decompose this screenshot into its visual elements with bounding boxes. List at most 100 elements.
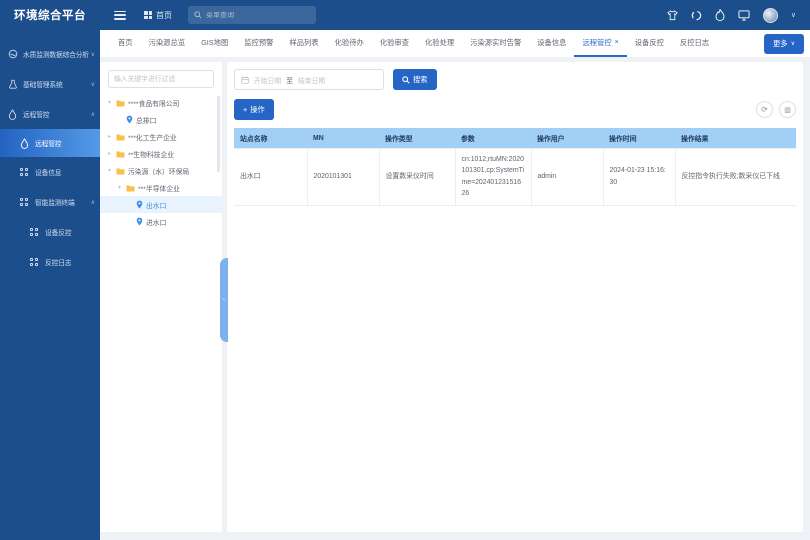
flame-icon[interactable] [715,9,725,21]
operation-log-table: 站点名称 MN 操作类型 参数 操作用户 操作时间 操作结果 出水口 20201… [234,128,796,206]
tree-filter-input[interactable] [108,70,214,88]
folder-icon [126,184,135,192]
tab-remote-control[interactable]: 远程管控 × [574,30,627,57]
remote-control-icon [8,108,19,120]
column-header-site-name[interactable]: 站点名称 [234,128,307,149]
menu-search-box[interactable] [188,6,316,24]
main-content: 开始日期 至 结束日期 搜索 + 操作 ⟳ ▥ 站点名称 [227,62,803,532]
action-toolbar: + 操作 ⟳ ▥ [234,99,796,120]
tab-device-reverse-control[interactable]: 设备反控 [634,37,664,47]
more-tabs-button[interactable]: 更多 ∨ [764,33,804,54]
caret-expanded-icon[interactable]: ▾ [108,100,112,106]
monitor-icon[interactable] [738,9,750,21]
tab-realtime-alarm[interactable]: 污染源实时告警 [470,37,522,47]
smart-terminal-icon [20,198,31,206]
calendar-icon [241,75,249,84]
tree-node-food-company[interactable]: ▾ ****食品有限公司 [108,99,180,108]
tree-node-semiconductor-company[interactable]: ▾ ***半导体企业 [118,184,180,193]
tree-scrollbar[interactable] [217,96,220,172]
filter-toolbar: 开始日期 至 结束日期 搜索 [234,69,796,90]
start-date-input[interactable]: 开始日期 [254,77,282,85]
theme-shirt-icon[interactable] [667,9,678,21]
caret-expanded-icon[interactable]: ▾ [118,185,122,191]
search-icon [402,75,410,84]
sidebar-group-smart-terminal[interactable]: 智能监测终端 ∧ [0,187,100,217]
column-header-operation-time[interactable]: 操作时间 [603,128,675,149]
app-title: 环境综合平台 [14,10,86,22]
table-header-row: 站点名称 MN 操作类型 参数 操作用户 操作时间 操作结果 [234,128,796,149]
tab-lab-review[interactable]: 化验审查 [379,37,409,47]
cell-params: cn:1012,rtuMN:2020101301,cp:SystemTime=2… [454,148,532,206]
user-avatar[interactable] [762,7,778,23]
search-button[interactable]: 搜索 [393,69,437,90]
tree-node-epa-bureau[interactable]: ▾ 污染源（水）环保局 [108,167,190,176]
range-separator: 至 [286,77,293,85]
sidebar-group-remote-control[interactable]: 远程管控 ∧ [0,99,100,129]
water-analysis-icon [8,49,19,59]
cell-site-name: 出水口 [234,148,308,206]
tab-reverse-control-log[interactable]: 反控日志 [679,37,710,47]
column-header-operation-result[interactable]: 操作结果 [675,128,796,149]
tree-node-chemical-company[interactable]: ▸ ***化工生产企业 [108,133,177,142]
sidebar-item-basic-management[interactable]: 基础管理系统 ∨ [0,69,100,99]
cell-operation-user: admin [530,148,604,206]
panel-collapse-handle[interactable]: ‹ [220,258,228,342]
column-header-operation-type[interactable]: 操作类型 [379,128,455,149]
tree-node-biotech-company[interactable]: ▸ **生物科技企业 [108,150,175,159]
operate-button[interactable]: + 操作 [234,99,274,120]
map-pin-icon [136,200,143,209]
search-icon [194,11,202,19]
column-settings-button[interactable]: ▥ [779,101,796,118]
tree-node-inlet[interactable]: 进水口 [100,213,222,230]
tab-lab-todo[interactable]: 化验待办 [334,37,364,47]
tree-node-outlet[interactable]: 出水口 [100,196,222,213]
hamburger-menu-icon[interactable] [114,10,126,20]
sidebar: 水质监测数据综合分析 ∨ 基础管理系统 ∨ 远程管控 ∧ 远程管控 设备信息 智… [0,30,100,540]
cell-mn: 2020101301 [306,148,380,206]
caret-expanded-icon[interactable]: ▾ [108,168,112,174]
home-grid-icon [144,11,152,19]
end-date-input[interactable]: 结束日期 [297,77,326,85]
tab-sample-list[interactable]: 样品列表 [289,37,319,47]
map-pin-icon [136,217,143,226]
tab-bar: 首页 污染源总览 GIS地图 监控预警 样品列表 化验待办 化验审查 化验处理 … [100,30,810,58]
caret-collapsed-icon[interactable]: ▸ [108,151,112,157]
tab-lab-process[interactable]: 化验处理 [425,37,455,47]
sidebar-item-device-reverse-control[interactable]: 设备反控 [0,217,100,247]
menu-search-input[interactable] [206,11,306,19]
tab-gis-map[interactable]: GIS地图 [201,37,229,47]
cell-operation-result: 反控指令执行失败;数采仪已下线 [674,148,796,206]
cell-operation-time: 2024-01-23 15:16:30 [602,148,676,206]
folder-icon [116,167,125,175]
device-info-icon [20,168,31,176]
chevron-down-icon: ∨ [790,41,795,47]
cell-operation-type: 设置数采仪时间 [378,148,456,206]
user-menu-chevron-down-icon[interactable]: ∨ [790,12,796,19]
topbar-home-label: 首页 [156,10,172,20]
tab-home[interactable]: 首页 [118,37,133,47]
tab-monitor-warning[interactable]: 监控预警 [244,37,274,47]
date-range-picker[interactable]: 开始日期 至 结束日期 [234,69,384,90]
refresh-arc-icon[interactable] [691,10,702,21]
chevron-up-icon: ∧ [90,199,95,206]
sidebar-item-reverse-control-log[interactable]: 反控日志 [0,247,100,277]
sidebar-item-water-analysis[interactable]: 水质监测数据综合分析 ∨ [0,39,100,69]
tab-pollution-overview[interactable]: 污染源总览 [148,37,186,47]
refresh-button[interactable]: ⟳ [756,101,773,118]
tab-device-info[interactable]: 设备信息 [537,37,567,47]
table-row[interactable]: 出水口 2020101301 设置数采仪时间 cn:1012,rtuMN:202… [234,148,796,206]
tree-node-main-outlet[interactable]: 总排口 [100,111,222,128]
system-management-icon [8,79,19,89]
column-header-params[interactable]: 参数 [455,128,531,149]
sidebar-item-remote-control[interactable]: 远程管控 [0,129,100,157]
caret-collapsed-icon[interactable]: ▸ [108,134,112,140]
sidebar-item-device-info[interactable]: 设备信息 [0,157,100,187]
tab-close-icon[interactable]: × [614,39,619,46]
topbar-home-link[interactable]: 首页 [144,10,172,21]
column-header-mn[interactable]: MN [307,128,379,149]
remote-control-icon [20,137,31,149]
folder-icon [116,150,125,158]
collapse-arrow-left-icon: ‹ [223,297,225,303]
topbar: 环境综合平台 首页 ∨ [0,0,810,30]
column-header-operation-user[interactable]: 操作用户 [531,128,603,149]
